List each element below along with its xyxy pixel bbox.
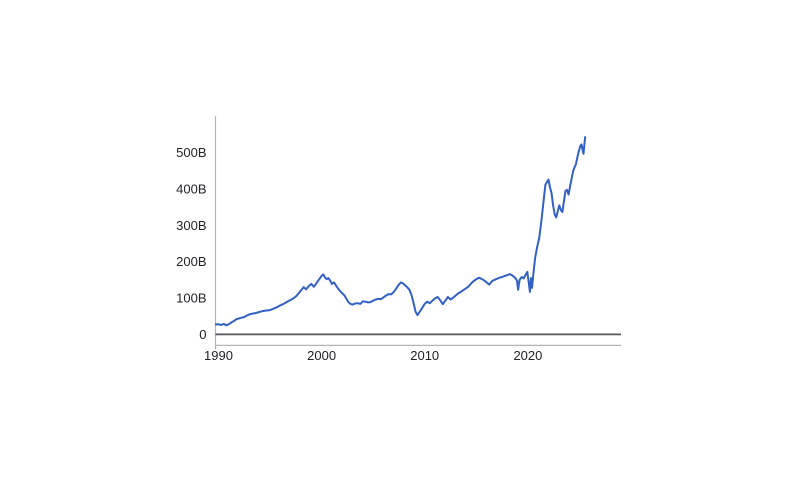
y-tick-label-500b: 500B [176,145,206,160]
data-line-series [214,136,587,327]
y-tick-label-100b: 100B [176,291,206,306]
x-tick-label-2000: 2000 [307,348,336,363]
x-tick-label-2020: 2020 [513,348,542,363]
y-tick-label-300b: 300B [176,218,206,233]
x-tick-label-2010: 2010 [410,348,439,363]
y-tick-label-0: 0 [199,327,206,342]
y-tick-label-400b: 400B [176,182,206,197]
x-tick-label-1990: 1990 [204,348,233,363]
y-tick-label-200b: 200B [176,254,206,269]
